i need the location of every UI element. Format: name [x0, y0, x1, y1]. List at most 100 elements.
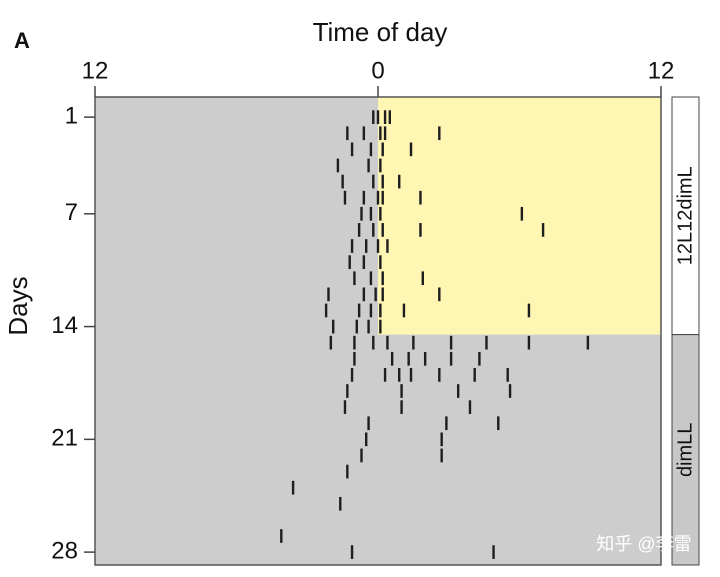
x-tick-label: 0 — [371, 57, 384, 84]
activity-bout — [527, 335, 531, 350]
y-tick-label: 1 — [65, 102, 78, 129]
y-tick-label: 7 — [65, 199, 78, 226]
activity-bout — [586, 335, 590, 350]
y-tick-label: 28 — [51, 537, 78, 564]
activity-bout — [339, 496, 342, 511]
activity-bout — [520, 206, 524, 221]
activity-bout — [291, 480, 295, 495]
activity-bout — [456, 384, 460, 398]
activity-bout — [390, 351, 394, 366]
activity-bout — [360, 206, 363, 221]
activity-bout — [376, 239, 380, 253]
activity-bout — [398, 174, 401, 189]
chart-title: Time of day — [313, 17, 448, 47]
activity-bout — [445, 416, 448, 431]
activity-bout — [440, 432, 443, 447]
activity-bout — [381, 287, 384, 302]
activity-bout — [369, 206, 373, 221]
activity-bout — [449, 335, 453, 350]
activity-bout — [400, 384, 403, 398]
activity-bout — [379, 303, 382, 318]
activity-bout — [388, 110, 391, 124]
activity-bout — [383, 110, 387, 124]
activity-bout — [365, 432, 368, 447]
activity-bout — [348, 255, 351, 269]
activity-bout — [346, 126, 349, 141]
activity-bout — [343, 190, 347, 205]
light-phase — [378, 97, 661, 335]
condition-box — [671, 334, 700, 566]
activity-bout — [362, 190, 366, 205]
activity-bout — [386, 239, 389, 253]
activity-bout — [372, 110, 375, 124]
activity-bout — [379, 255, 382, 269]
watermark: 知乎 @李雷 — [596, 534, 691, 554]
activity-bout — [485, 335, 488, 350]
activity-bout — [350, 239, 354, 253]
activity-bout — [365, 239, 368, 253]
activity-bout — [381, 174, 384, 189]
activity-bout — [374, 287, 377, 302]
activity-bout — [336, 158, 340, 173]
activity-bout — [369, 303, 373, 318]
activity-bout — [353, 335, 356, 350]
activity-bout — [379, 206, 382, 221]
activity-bout — [353, 351, 356, 366]
activity-bout — [372, 174, 375, 189]
activity-bout — [419, 190, 422, 205]
activity-bout — [355, 319, 358, 334]
activity-bout — [353, 271, 356, 286]
activity-bout — [400, 400, 403, 414]
activity-bout — [346, 464, 349, 479]
activity-bout — [369, 142, 373, 157]
activity-bout — [402, 303, 406, 318]
activity-bout — [376, 110, 380, 124]
activity-bout — [327, 287, 330, 302]
activity-bout — [421, 271, 425, 286]
activity-bout — [379, 126, 382, 141]
activity-bout — [383, 368, 387, 382]
x-tick-label: 12 — [82, 57, 109, 84]
activity-bout — [438, 368, 441, 382]
activity-bout — [409, 368, 413, 382]
y-tick-label: 14 — [51, 312, 78, 339]
activity-bout — [372, 223, 375, 237]
y-tick-label: 21 — [51, 425, 78, 452]
activity-bout — [440, 448, 443, 463]
activity-bout — [438, 287, 441, 302]
activity-bout — [478, 351, 481, 366]
activity-bout — [497, 416, 500, 431]
activity-bout — [341, 174, 344, 189]
activity-bout — [492, 545, 495, 559]
activity-bout — [362, 255, 366, 269]
activity-bout — [350, 545, 354, 559]
activity-bout — [409, 142, 413, 157]
activity-bout — [357, 303, 361, 318]
activity-bout — [376, 190, 380, 205]
activity-bout — [386, 335, 389, 350]
activity-bout — [362, 287, 366, 302]
activity-bout — [362, 126, 366, 141]
activity-bout — [379, 158, 382, 173]
activity-bout — [398, 368, 401, 382]
activity-bout — [367, 416, 370, 431]
activity-bout — [329, 335, 333, 350]
activity-bout — [367, 158, 370, 173]
activity-bout — [343, 400, 347, 414]
activity-bout — [423, 351, 427, 366]
activity-bout — [381, 142, 384, 157]
activity-bout — [383, 126, 387, 141]
activity-bout — [381, 190, 384, 205]
activity-bout — [357, 223, 361, 237]
activity-bout — [346, 384, 349, 398]
activity-bout — [324, 303, 328, 318]
activity-bout — [350, 368, 354, 382]
activity-bout — [419, 223, 422, 237]
activity-bout — [331, 319, 335, 334]
panel-label: A — [14, 28, 30, 53]
activity-bout — [527, 303, 531, 318]
activity-bout — [381, 223, 384, 237]
activity-bout — [360, 448, 363, 463]
activity-bout — [508, 384, 512, 398]
